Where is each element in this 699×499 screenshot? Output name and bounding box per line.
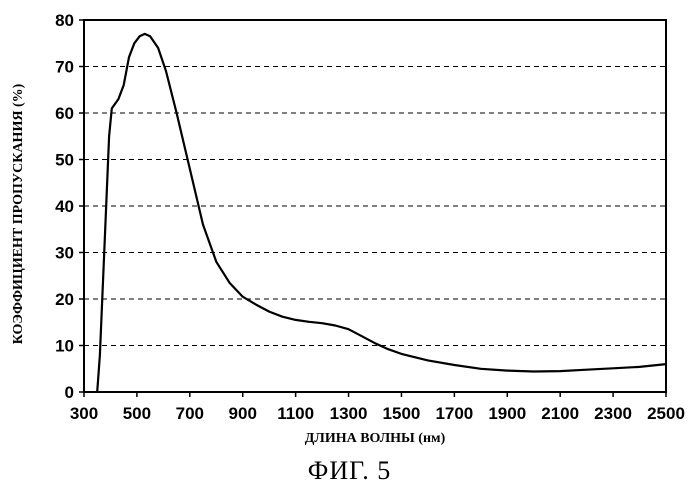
y-tick-label: 70 [55, 58, 74, 77]
x-tick-label: 2500 [647, 404, 685, 423]
x-axis-ticks: 300 500 700 900 1100 1300 1500 1700 1900 2100 2300… [70, 392, 685, 423]
x-tick-label: 300 [70, 404, 98, 423]
y-tick-label: 10 [55, 337, 74, 356]
figure-caption: ФИГ. 5 [0, 456, 699, 486]
x-axis-title: ДЛИНА ВОЛНЫ (нм) [305, 431, 446, 446]
y-axis-title: КОЭФФИЦИЕНТ ПРОПУСКАНИЯ (%) [11, 83, 26, 344]
x-tick-label: 1100 [277, 404, 314, 423]
y-tick-label: 50 [55, 151, 74, 170]
x-tick-label: 2100 [541, 404, 579, 423]
x-tick-label: 1300 [330, 404, 368, 423]
y-tick-label: 40 [55, 197, 74, 216]
y-axis-ticks: 0 10 20 30 40 50 60 70 80 [55, 11, 84, 402]
x-tick-label: 1500 [383, 404, 421, 423]
x-tick-label: 900 [229, 404, 257, 423]
grid-lines [84, 67, 666, 346]
y-tick-label: 0 [65, 383, 74, 402]
x-tick-label: 1700 [435, 404, 473, 423]
y-tick-label: 30 [55, 244, 74, 263]
y-tick-label: 20 [55, 290, 74, 309]
x-tick-label: 2300 [594, 404, 632, 423]
x-tick-label: 1900 [488, 404, 526, 423]
x-tick-label: 700 [176, 404, 204, 423]
y-tick-label: 60 [55, 104, 74, 123]
transmittance-curve [97, 34, 666, 392]
x-tick-label: 500 [123, 404, 151, 423]
y-tick-label: 80 [55, 11, 74, 30]
